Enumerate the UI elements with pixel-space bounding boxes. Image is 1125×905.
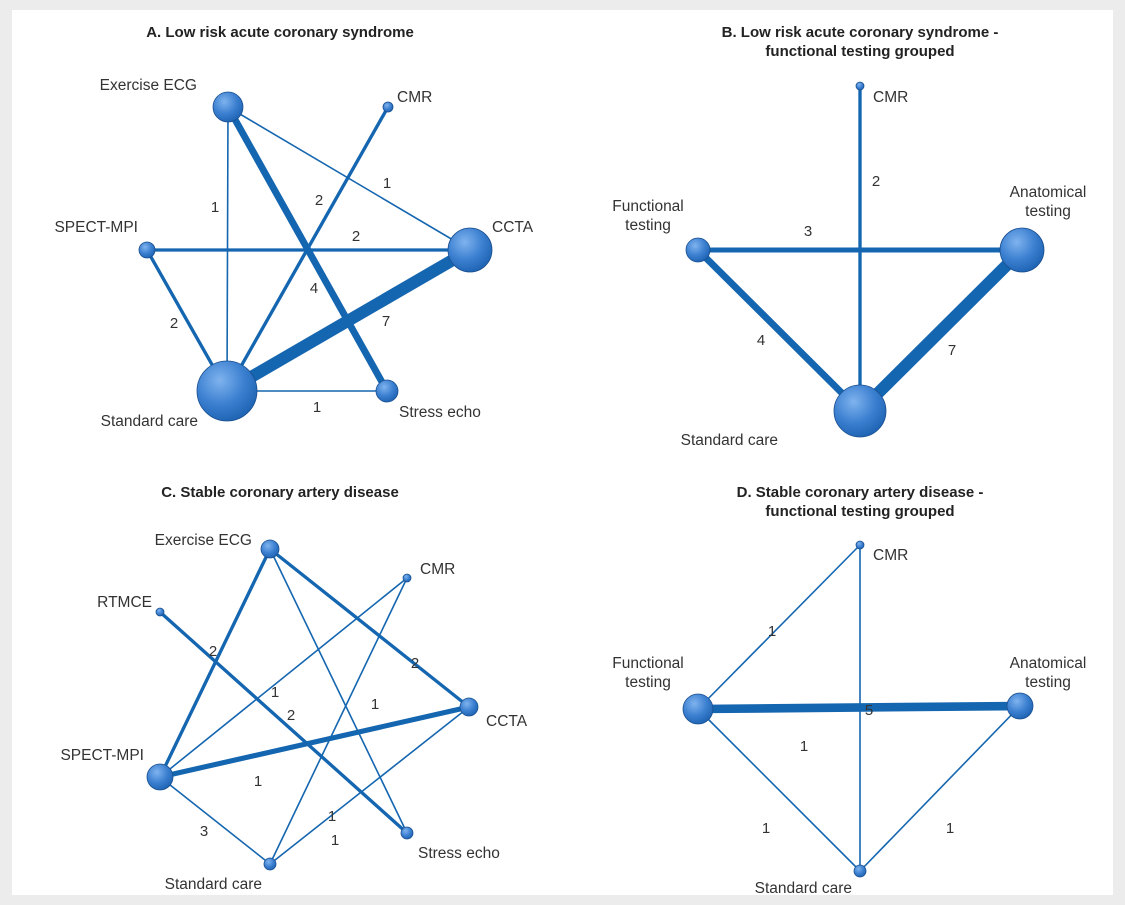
edge-ecg-echo xyxy=(269,548,408,834)
node-label-echo: Stress echo xyxy=(399,404,481,421)
node-ccta xyxy=(459,697,479,717)
node-label-ccta: CCTA xyxy=(486,713,528,730)
node-label-rtmce: RTMCE xyxy=(97,594,152,611)
edges xyxy=(695,86,1027,416)
node-label-cmr: CMR xyxy=(873,547,908,564)
edge-label-cmr-std: 2 xyxy=(315,192,323,209)
node-anat xyxy=(1006,692,1034,720)
node-ccta xyxy=(447,227,493,273)
node-ecg xyxy=(260,539,280,559)
edge-label-std-ccta: 7 xyxy=(382,313,390,330)
edge-cmr-spect xyxy=(159,577,408,778)
edge-cmr-std xyxy=(269,577,408,865)
node-std xyxy=(196,360,258,422)
edge-label-cmr-std: 2 xyxy=(872,173,880,190)
node-std xyxy=(853,864,867,878)
edge-func-anat xyxy=(697,701,1021,714)
node-label-spect: SPECT-MPI xyxy=(60,747,144,764)
node-anat xyxy=(999,227,1045,273)
node-label-anat: Anatomical testing xyxy=(1010,184,1087,220)
edges xyxy=(145,105,474,397)
edge-std-ccta xyxy=(269,706,470,865)
panel-b: B. Low risk acute coronary syndrome -fun… xyxy=(612,24,1086,449)
node-std xyxy=(263,857,277,871)
panel-title: A. Low risk acute coronary syndrome xyxy=(146,24,414,41)
edge-label-spect-ccta: 2 xyxy=(352,228,360,245)
node-cmr xyxy=(855,540,865,550)
node-label-ccta: CCTA xyxy=(492,219,534,236)
edge-label-ecg-ccta: 2 xyxy=(411,655,419,672)
edge-func-std xyxy=(695,247,863,414)
node-label-cmr: CMR xyxy=(873,89,908,106)
node-label-std: Standard care xyxy=(101,413,198,430)
node-label-anat: Anatomical testing xyxy=(1010,655,1087,691)
edge-label-cmr-std: 1 xyxy=(254,773,262,790)
edge-label-cmr-std: 1 xyxy=(800,738,808,755)
edge-label-func-std: 1 xyxy=(762,820,770,837)
node-cmr xyxy=(382,101,394,113)
node-echo xyxy=(375,379,399,403)
node-label-std: Standard care xyxy=(755,880,852,897)
node-label-std: Standard care xyxy=(681,432,778,449)
edge-ecg-ccta xyxy=(268,547,471,709)
edge-label-std-anat: 7 xyxy=(948,342,956,359)
edges xyxy=(158,547,471,865)
node-func xyxy=(682,693,714,725)
edge-label-spect-std: 2 xyxy=(170,315,178,332)
node-std xyxy=(833,384,887,438)
edge-label-ecg-echo: 4 xyxy=(310,280,318,297)
edge-label-ecg-ccta: 1 xyxy=(383,175,391,192)
edge-label-cmr-func: 1 xyxy=(768,623,776,640)
edge-std-ccta xyxy=(223,244,474,397)
edge-label-spect-ccta: 3 xyxy=(200,823,208,840)
node-echo xyxy=(400,826,414,840)
edge-label-ecg-echo: 1 xyxy=(371,696,379,713)
panel-c: C. Stable coronary artery disease2212113… xyxy=(60,484,527,893)
edge-label-func-std: 4 xyxy=(757,332,765,349)
node-label-echo: Stress echo xyxy=(418,845,500,862)
edge-func-std xyxy=(697,708,861,872)
edge-label-ecg-std: 1 xyxy=(211,199,219,216)
panel-title: B. Low risk acute coronary syndrome -fun… xyxy=(722,24,999,60)
node-label-func: Functional testing xyxy=(612,655,684,691)
node-rtmce xyxy=(155,607,165,617)
edge-anat-std xyxy=(859,705,1021,872)
node-label-ecg: Exercise ECG xyxy=(155,532,252,549)
node-func xyxy=(685,237,711,263)
node-spect xyxy=(138,241,156,259)
node-label-cmr: CMR xyxy=(397,89,432,106)
edge-label-std-ccta: 1 xyxy=(328,808,336,825)
edge-spect-ccta xyxy=(159,704,470,780)
node-label-spect: SPECT-MPI xyxy=(54,219,138,236)
node-label-func: Functional testing xyxy=(612,198,684,234)
node-label-std: Standard care xyxy=(165,876,262,893)
edge-rtmce-echo xyxy=(158,610,409,835)
node-label-cmr: CMR xyxy=(420,561,455,578)
panel-title: D. Stable coronary artery disease -funct… xyxy=(737,484,984,520)
edge-label-cmr-spect: 1 xyxy=(271,684,279,701)
panel-a: A. Low risk acute coronary syndrome 4 1 1 2 2… xyxy=(54,24,533,430)
node-spect xyxy=(146,763,174,791)
edge-label-anat-std: 1 xyxy=(946,820,954,837)
edge-label-rtmce-echo: 2 xyxy=(287,707,295,724)
edge-label-spect-std: 1 xyxy=(331,832,339,849)
node-cmr xyxy=(855,81,865,91)
edge-spect-std xyxy=(159,776,271,865)
panel-title: C. Stable coronary artery disease xyxy=(161,484,399,501)
edges xyxy=(697,544,1021,872)
edge-label-func-anat: 5 xyxy=(865,702,873,719)
panel-d: D. Stable coronary artery disease -funct… xyxy=(612,484,1086,897)
node-label-ecg: Exercise ECG xyxy=(100,77,197,94)
edge-label-ecg-spect: 2 xyxy=(209,643,217,660)
edge-std-anat xyxy=(855,245,1027,416)
edge-label-std-echo: 1 xyxy=(313,399,321,416)
edge-cmr-func xyxy=(697,544,861,710)
node-cmr xyxy=(402,573,412,583)
node-ecg xyxy=(212,91,244,123)
edge-label-func-anat: 3 xyxy=(804,223,812,240)
